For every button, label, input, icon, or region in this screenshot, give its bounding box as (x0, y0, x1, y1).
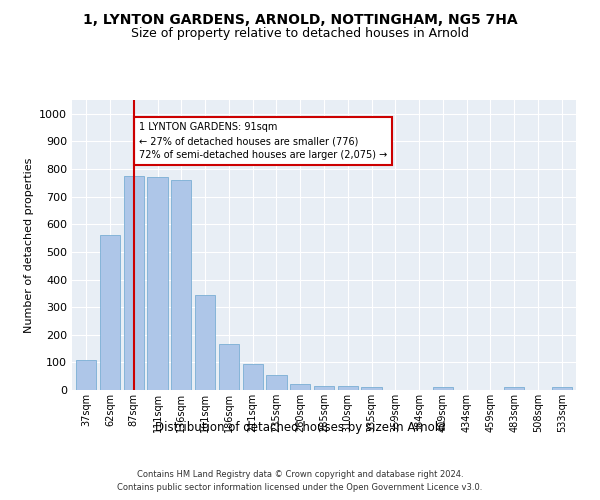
Y-axis label: Number of detached properties: Number of detached properties (23, 158, 34, 332)
Bar (338, 386, 358, 390)
Bar (242, 364, 263, 390)
Bar (433, 387, 453, 390)
Bar (504, 387, 524, 390)
Text: Size of property relative to detached houses in Arnold: Size of property relative to detached ho… (131, 28, 469, 40)
Bar (361, 387, 382, 390)
Text: 1, LYNTON GARDENS, ARNOLD, NOTTINGHAM, NG5 7HA: 1, LYNTON GARDENS, ARNOLD, NOTTINGHAM, N… (83, 12, 517, 26)
Bar (76, 360, 97, 390)
Text: Distribution of detached houses by size in Arnold: Distribution of detached houses by size … (155, 421, 445, 434)
Text: 1 LYNTON GARDENS: 91sqm
← 27% of detached houses are smaller (776)
72% of semi-d: 1 LYNTON GARDENS: 91sqm ← 27% of detache… (139, 122, 387, 160)
Bar (551, 387, 572, 390)
Bar (100, 236, 120, 390)
Bar (314, 386, 334, 390)
Bar (195, 294, 215, 390)
Bar (219, 344, 239, 390)
Bar (290, 384, 310, 390)
Text: Contains HM Land Registry data © Crown copyright and database right 2024.
Contai: Contains HM Land Registry data © Crown c… (118, 470, 482, 492)
Bar (148, 178, 167, 390)
Bar (124, 176, 144, 390)
Bar (171, 180, 191, 390)
Bar (266, 375, 287, 390)
